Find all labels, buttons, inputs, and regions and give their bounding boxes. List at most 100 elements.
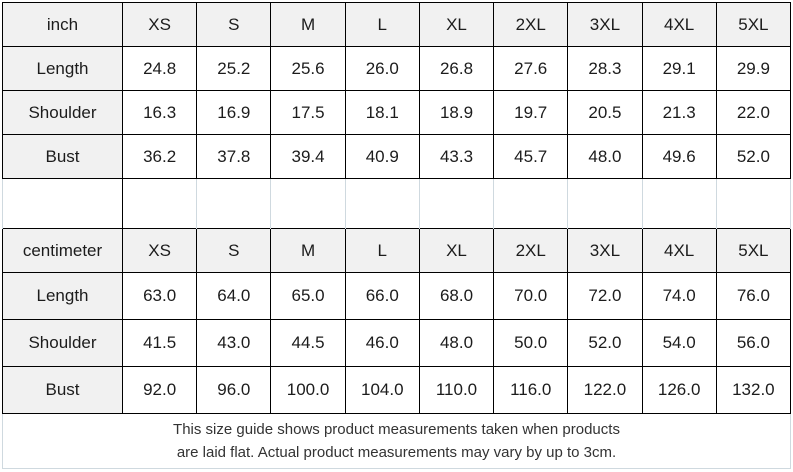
measurement-value: 52.0 [715, 134, 792, 179]
measurement-value: 56.0 [715, 319, 792, 367]
measurement-value: 16.9 [196, 90, 272, 135]
size-col-header: 3XL [567, 228, 643, 273]
measurement-label: Shoulder [2, 319, 123, 367]
measurement-value: 104.0 [344, 366, 420, 414]
cm-shoulder-row: Shoulder 41.5 43.0 44.5 46.0 48.0 50.0 5… [2, 319, 792, 367]
measurement-value: 50.0 [493, 319, 569, 367]
measurement-value: 25.2 [196, 46, 272, 91]
inch-length-row: Length 24.8 25.2 25.6 26.0 26.8 27.6 28.… [2, 46, 792, 91]
cm-length-row: Length 63.0 64.0 65.0 66.0 68.0 70.0 72.… [2, 272, 792, 320]
measurement-value: 48.0 [567, 134, 643, 179]
spacer-cell [418, 178, 494, 229]
measurement-value: 27.6 [493, 46, 569, 91]
measurement-value: 17.5 [270, 90, 346, 135]
footer-note-line1: This size guide shows product measuremen… [173, 420, 620, 438]
measurement-value: 22.0 [715, 90, 792, 135]
measurement-label: Length [2, 272, 123, 320]
measurement-value: 19.7 [493, 90, 569, 135]
spacer-cell [493, 178, 568, 229]
measurement-value: 64.0 [196, 272, 272, 320]
measurement-value: 116.0 [493, 366, 569, 414]
measurement-value: 41.5 [121, 319, 198, 367]
spacer-cell [567, 178, 643, 229]
spacer-cell [2, 178, 123, 229]
inch-header-row: inch XS S M L XL 2XL 3XL 4XL 5XL [2, 2, 792, 47]
size-col-header: M [270, 228, 346, 273]
footer-row: This size guide shows product measuremen… [2, 413, 791, 469]
centimeter-header-row: centimeter XS S M L XL 2XL 3XL 4XL 5XL [2, 228, 792, 273]
measurement-value: 63.0 [121, 272, 198, 320]
measurement-value: 18.9 [418, 90, 495, 135]
size-col-header: S [196, 2, 272, 47]
measurement-value: 72.0 [567, 272, 643, 320]
unit-label-inch: inch [2, 2, 123, 47]
measurement-value: 37.8 [196, 134, 272, 179]
measurement-value: 92.0 [121, 366, 198, 414]
measurement-value: 39.4 [270, 134, 346, 179]
measurement-value: 29.1 [641, 46, 717, 91]
size-col-header: XS [121, 228, 198, 273]
measurement-value: 36.2 [121, 134, 198, 179]
inch-shoulder-row: Shoulder 16.3 16.9 17.5 18.1 18.9 19.7 2… [2, 90, 792, 135]
measurement-label: Bust [2, 134, 123, 179]
spacer-cell [270, 178, 346, 229]
size-col-header: XL [418, 228, 495, 273]
measurement-value: 45.7 [493, 134, 569, 179]
measurement-value: 29.9 [715, 46, 792, 91]
measurement-value: 96.0 [196, 366, 272, 414]
size-col-header: XL [418, 2, 495, 47]
spacer-cell [121, 178, 197, 229]
measurement-value: 40.9 [344, 134, 420, 179]
unit-label-centimeter: centimeter [2, 228, 123, 273]
measurement-label: Length [2, 46, 123, 91]
measurement-value: 110.0 [418, 366, 495, 414]
measurement-value: 66.0 [344, 272, 420, 320]
size-col-header: 5XL [715, 2, 792, 47]
measurement-value: 43.0 [196, 319, 272, 367]
measurement-label: Bust [2, 366, 123, 414]
measurement-value: 70.0 [493, 272, 569, 320]
measurement-value: 48.0 [418, 319, 495, 367]
measurement-value: 21.3 [641, 90, 717, 135]
measurement-value: 68.0 [418, 272, 495, 320]
measurement-value: 16.3 [121, 90, 198, 135]
size-col-header: 5XL [715, 228, 792, 273]
size-col-header: 2XL [493, 228, 569, 273]
inch-bust-row: Bust 36.2 37.8 39.4 40.9 43.3 45.7 48.0 … [2, 134, 792, 179]
measurement-value: 74.0 [641, 272, 717, 320]
measurement-value: 132.0 [715, 366, 792, 414]
measurement-value: 26.8 [418, 46, 495, 91]
measurement-value: 26.0 [344, 46, 420, 91]
measurement-value: 52.0 [567, 319, 643, 367]
measurement-value: 25.6 [270, 46, 346, 91]
measurement-value: 54.0 [641, 319, 717, 367]
size-col-header: 4XL [641, 2, 717, 47]
size-col-header: XS [121, 2, 198, 47]
measurement-value: 24.8 [121, 46, 198, 91]
spacer-row [2, 178, 792, 229]
size-col-header: 2XL [493, 2, 569, 47]
measurement-value: 28.3 [567, 46, 643, 91]
measurement-value: 43.3 [418, 134, 495, 179]
measurement-label: Shoulder [2, 90, 123, 135]
spacer-cell [344, 178, 420, 229]
measurement-value: 44.5 [270, 319, 346, 367]
footer-note-line2: are laid flat. Actual product measuremen… [176, 444, 617, 461]
measurement-value: 65.0 [270, 272, 346, 320]
size-col-header: S [196, 228, 272, 273]
measurement-value: 20.5 [567, 90, 643, 135]
spacer-cell [196, 178, 271, 229]
size-col-header: 3XL [567, 2, 643, 47]
measurement-value: 126.0 [641, 366, 717, 414]
measurement-value: 46.0 [344, 319, 420, 367]
size-col-header: L [344, 228, 420, 273]
size-col-header: M [270, 2, 346, 47]
spacer-cell [715, 178, 792, 229]
measurement-value: 76.0 [715, 272, 792, 320]
footer-note: This size guide shows product measuremen… [2, 413, 791, 469]
measurement-value: 49.6 [641, 134, 717, 179]
spacer-cell [641, 178, 717, 229]
measurement-value: 122.0 [567, 366, 643, 414]
measurement-value: 100.0 [270, 366, 346, 414]
